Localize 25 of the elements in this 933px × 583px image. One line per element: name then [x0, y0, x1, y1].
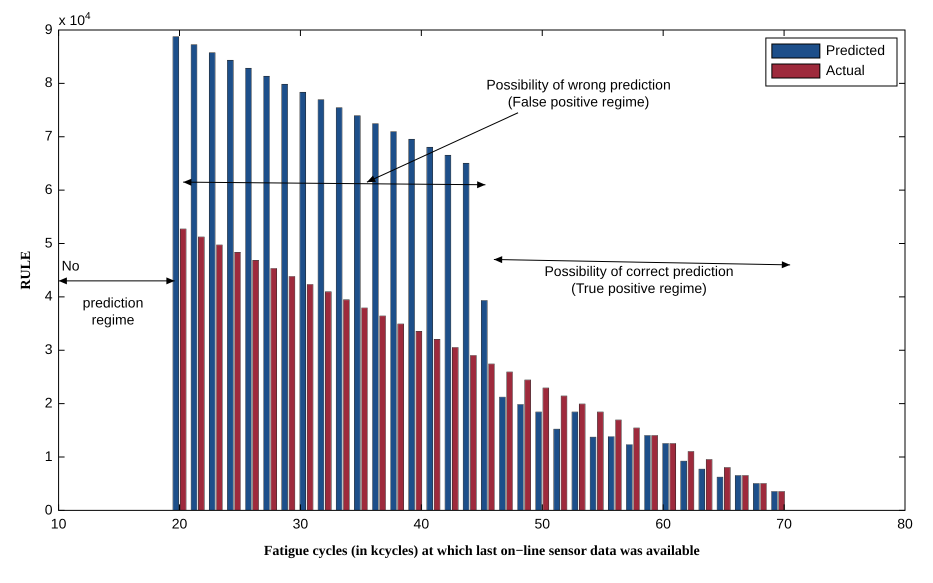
- x-tick-label: 60: [655, 516, 672, 532]
- y-tick-label: 2: [44, 394, 53, 411]
- y-tick-label: 3: [44, 341, 53, 358]
- annotation: Possibility of correct prediction (True positive regime): [544, 263, 734, 296]
- x-tick-label: 70: [776, 516, 792, 532]
- y-tick-label: 4: [44, 288, 53, 304]
- y-tick-label: 7: [44, 128, 53, 144]
- x-axis-title: Fatigue cycles (in kcycles) at which last on−line sensor data was available: [264, 544, 700, 560]
- y-tick-label: 5: [44, 234, 53, 250]
- x-tick-label: 30: [292, 516, 308, 532]
- y-tick-label: 0: [44, 501, 53, 518]
- x-tick-label: 50: [534, 516, 550, 532]
- text: No prediction regime: [62, 258, 144, 328]
- x-tick-label: 80: [897, 516, 913, 532]
- y-tick-label: 1: [44, 448, 53, 464]
- y-tick-label: 6: [44, 180, 53, 197]
- annotation: Possibility of wrong prediction (False positive regime): [486, 76, 671, 110]
- legend-label: Predicted: [826, 42, 886, 58]
- x-tick-label: 20: [172, 516, 188, 532]
- x-tick-label: 40: [414, 516, 430, 532]
- legend-label: Actual: [826, 62, 865, 78]
- x-tick-label: 10: [50, 516, 67, 532]
- y-tick-label: 8: [44, 74, 53, 90]
- y-tick-label: 9: [44, 20, 53, 37]
- y-axis-title: RULE: [19, 250, 34, 290]
